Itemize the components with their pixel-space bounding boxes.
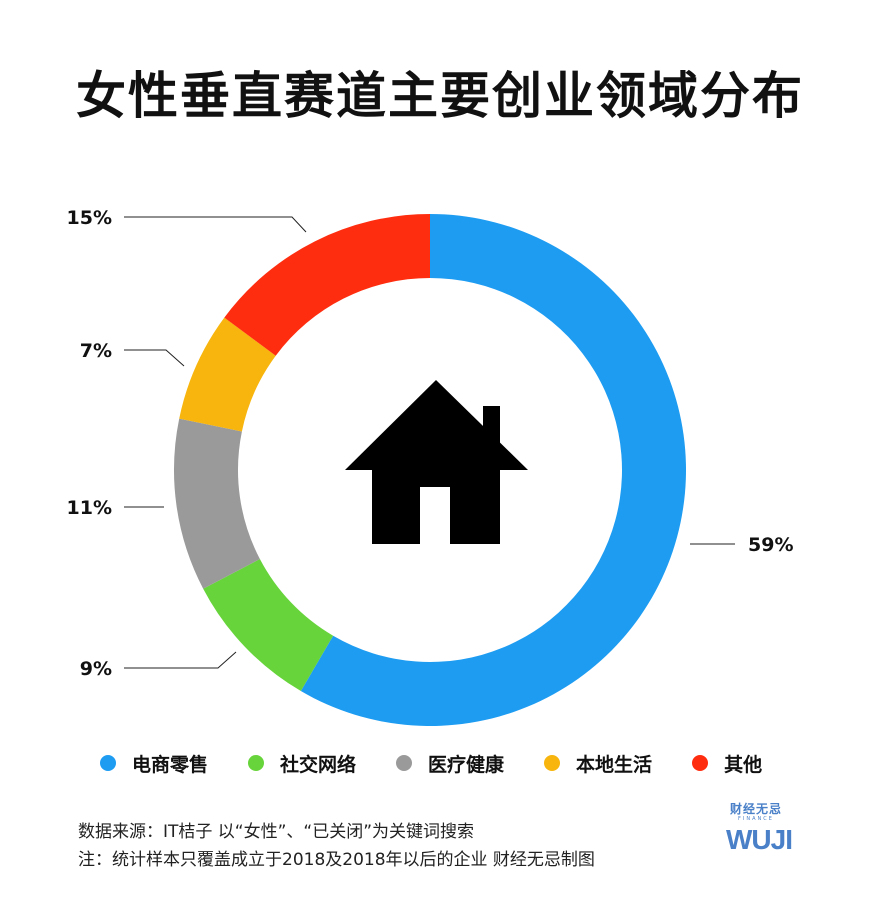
logo-sub: FINANCE	[738, 816, 774, 822]
legend-item-5: 其他	[692, 750, 762, 777]
legend-label: 医疗健康	[428, 753, 505, 776]
legend-swatch	[100, 755, 116, 771]
logo-name: 财经无忌	[729, 802, 782, 816]
leader-line-4	[124, 349, 185, 367]
data-label-4: 7%	[80, 340, 112, 362]
legend-swatch	[544, 755, 561, 771]
source-note: 数据来源：IT桔子 以“女性”、“已关闭”为关键词搜索	[78, 822, 475, 842]
slice-3	[173, 418, 260, 589]
legend-item-2: 社交网络	[248, 750, 356, 777]
logo-mark: WUJI	[726, 824, 793, 855]
legend-item-4: 本地生活	[544, 750, 652, 777]
house-icon	[345, 380, 528, 545]
brand-logo: 财经无忌 FINANCE WUJI	[726, 802, 793, 866]
legend-swatch	[396, 755, 413, 771]
data-label-1: 59%	[748, 534, 793, 556]
footer: 数据来源：IT桔子 以“女性”、“已关闭”为关键词搜索 注：统计样本只覆盖成立于…	[78, 818, 595, 874]
legend-item-3: 医疗健康	[396, 750, 504, 777]
donut-slices	[173, 214, 687, 726]
legend-label: 本地生活	[576, 753, 653, 776]
data-label-5: 15%	[67, 207, 112, 229]
data-label-2: 9%	[80, 658, 112, 680]
data-labels: 59% 9% 11% 7% 15%	[67, 207, 794, 680]
methodology-note: 注：统计样本只覆盖成立于2018及2018年以后的企业 财经无忌制图	[78, 850, 595, 870]
chart-title: 女性垂直赛道主要创业领域分布	[76, 67, 804, 125]
legend-swatch	[248, 755, 265, 771]
legend-swatch	[692, 755, 709, 771]
data-label-3: 11%	[67, 497, 112, 519]
slice-1	[300, 214, 687, 726]
donut-chart: 59% 9% 11% 7% 15%	[67, 207, 794, 726]
leader-line-2	[124, 651, 237, 669]
legend-label: 其他	[724, 753, 763, 776]
legend-label: 电商零售	[132, 753, 209, 776]
legend-label: 社交网络	[280, 753, 357, 776]
legend-item-1: 电商零售	[100, 750, 208, 777]
slice-4	[179, 317, 276, 432]
legend: 电商零售 社交网络 医疗健康 本地生活 其他	[100, 748, 800, 778]
label-leaders	[124, 216, 735, 669]
slice-5	[224, 214, 430, 356]
leader-line-5	[124, 216, 307, 233]
slice-2	[203, 559, 334, 692]
